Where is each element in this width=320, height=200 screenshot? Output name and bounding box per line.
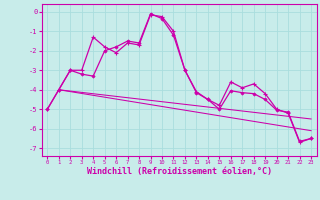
X-axis label: Windchill (Refroidissement éolien,°C): Windchill (Refroidissement éolien,°C) [87,167,272,176]
